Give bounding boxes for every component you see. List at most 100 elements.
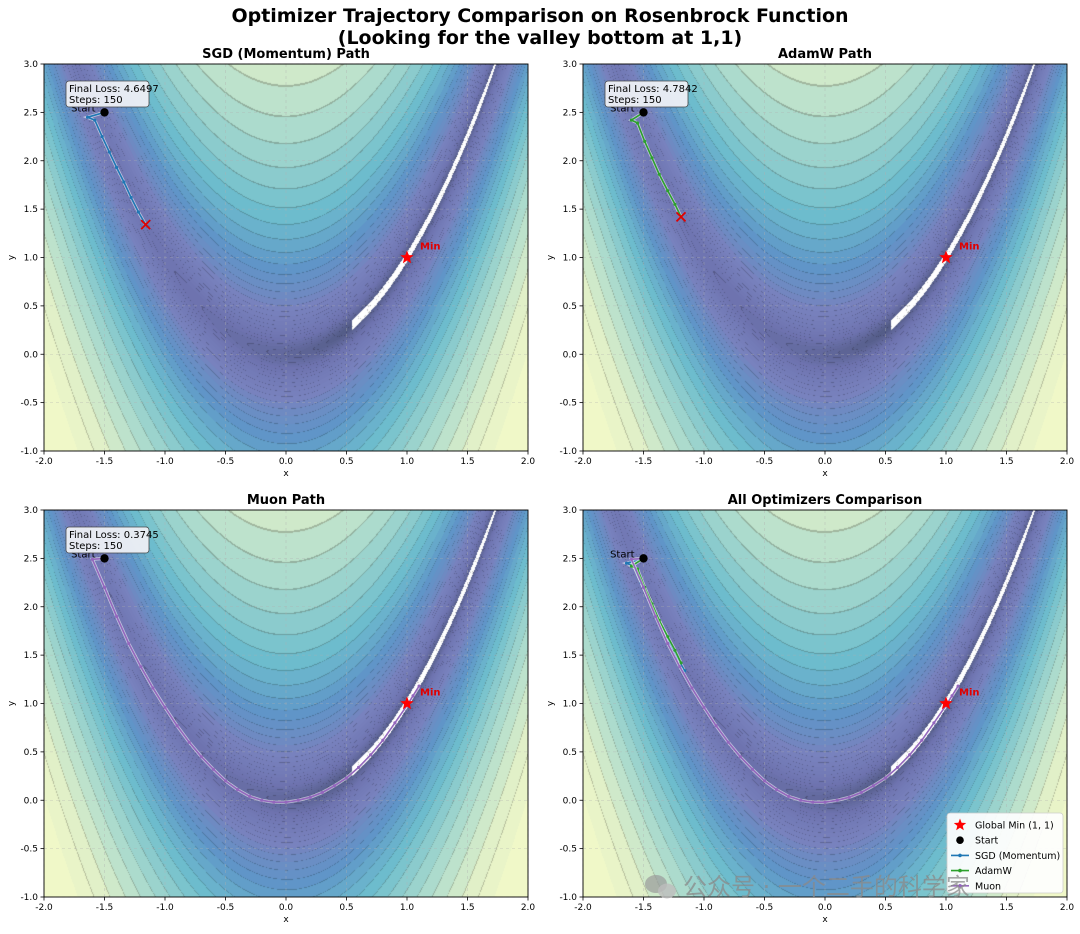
- y-tick-label: -1.0: [559, 893, 577, 903]
- y-tick-label: 2.5: [24, 108, 38, 118]
- x-tick-label: -1.5: [635, 457, 653, 467]
- y-tick-label: 0.5: [563, 748, 577, 758]
- legend-entry: Global Min (1, 1): [975, 821, 1054, 832]
- trajectory-point-muon: [320, 790, 324, 795]
- trajectory-point-muon: [714, 724, 718, 728]
- x-axis-label: x: [822, 915, 828, 925]
- watermark-text: 公众号 · 一个二手的科学家: [683, 873, 970, 901]
- trajectory-point-adamw: [635, 121, 640, 125]
- y-tick-label: 1.0: [563, 254, 578, 264]
- y-tick-label: 1.5: [24, 205, 38, 215]
- trajectory-point-sgd: [122, 180, 126, 184]
- trajectory-point-muon: [272, 800, 276, 804]
- start-label: Start: [610, 549, 635, 560]
- trajectory-point-muon: [260, 798, 264, 802]
- x-tick-label: 0.5: [339, 903, 353, 913]
- y-tick-label: 1.5: [563, 205, 577, 215]
- trajectory-point-muon: [666, 641, 670, 646]
- trajectory-point-adamw: [657, 172, 661, 176]
- min-label: Min: [959, 688, 980, 699]
- y-axis-label: y: [7, 700, 17, 706]
- legend-line-icon-dot: [958, 868, 962, 873]
- x-tick-label: 1.5: [460, 903, 474, 913]
- start-marker: [100, 108, 109, 117]
- start-label: Start: [71, 549, 96, 560]
- legend-entry: AdamW: [975, 866, 1012, 877]
- trajectory-point-muon: [859, 790, 863, 795]
- trajectory-point-sgd: [100, 134, 104, 139]
- trajectory-point-muon: [151, 686, 155, 690]
- legend-dot-icon: [956, 836, 964, 844]
- legend-star-icon: [953, 818, 967, 831]
- x-tick-label: -0.5: [217, 903, 235, 913]
- y-tick-label: 1.5: [563, 651, 577, 661]
- steps-text: Steps: 150: [608, 95, 662, 106]
- y-tick-label: 0.0: [563, 796, 578, 806]
- trajectory-point-muon: [908, 753, 912, 757]
- x-tick-label: 2.0: [521, 457, 536, 467]
- trajectory-point-muon: [284, 800, 288, 804]
- y-tick-label: 3.0: [563, 60, 578, 70]
- trajectory-point-muon: [332, 784, 336, 788]
- panel-4: -2.0 -1.5 -1.0 -0.5 0.0 0.5 1.0 1.5 2.0 -1.0 -0.5 0…: [546, 493, 1074, 925]
- y-tick-label: -1.0: [559, 447, 577, 457]
- trajectory-point-sgd: [115, 165, 119, 170]
- x-tick-label: 1.5: [999, 903, 1013, 913]
- trajectory-point-muon: [417, 684, 421, 688]
- trajectory-point-muon: [690, 686, 694, 690]
- trajectory-point-muon: [236, 788, 240, 792]
- trajectory-point-muon: [847, 795, 851, 799]
- legend-entry: Muon: [975, 881, 1001, 892]
- x-tick-label: -2.0: [35, 457, 53, 467]
- trajectory-point-muon: [654, 614, 658, 619]
- trajectory-point-sgd: [93, 118, 97, 122]
- min-label: Min: [420, 242, 441, 253]
- y-axis-label: y: [7, 254, 17, 260]
- y-tick-label: -0.5: [559, 399, 577, 409]
- trajectory-point-muon: [702, 705, 706, 709]
- trajectory-point-muon: [738, 755, 742, 759]
- y-tick-label: 2.0: [24, 157, 39, 167]
- x-tick-label: -1.5: [635, 903, 653, 913]
- trajectory-muon: [91, 557, 420, 803]
- y-tick-label: -1.0: [20, 447, 38, 457]
- global-min-star: [400, 250, 414, 264]
- trajectories: [628, 110, 687, 223]
- trajectory-point-muon: [823, 800, 827, 804]
- trajectory-point-adamw: [673, 202, 677, 206]
- global-min-star: [400, 696, 414, 710]
- trajectory-point-muon: [139, 665, 143, 669]
- legend-line-icon-dot: [958, 884, 962, 888]
- trajectory-point-muon: [115, 614, 119, 619]
- start-label: Start: [71, 103, 96, 114]
- trajectory-point-muon: [787, 794, 791, 798]
- panel-title: AdamW Path: [778, 47, 872, 62]
- x-tick-label: -1.0: [695, 903, 713, 913]
- y-tick-label: 0.5: [24, 748, 38, 758]
- x-tick-label: -0.5: [756, 457, 774, 467]
- panel-3: -2.0 -1.5 -1.0 -0.5 0.0 0.5 1.0 1.5 2.0 -1.0 -0.5 0…: [7, 493, 535, 925]
- x-tick-label: 1.0: [400, 457, 415, 467]
- x-tick-label: -1.0: [156, 457, 174, 467]
- x-tick-label: -1.0: [695, 457, 713, 467]
- trajectory-point-muon: [393, 721, 397, 725]
- trajectory-point-adamw: [643, 139, 647, 143]
- trajectory-point-muon: [932, 721, 936, 725]
- trajectory-point-muon: [799, 798, 803, 802]
- legend-line-icon-dot: [958, 853, 962, 858]
- trajectories: [621, 556, 960, 804]
- trajectory-point-muon: [956, 684, 960, 688]
- panel-title: All Optimizers Comparison: [728, 493, 922, 508]
- trajectory-point-muon: [90, 557, 94, 561]
- trajectory-point-muon: [381, 738, 385, 742]
- steps-text: Steps: 150: [69, 95, 123, 106]
- panel-title: Muon Path: [247, 493, 325, 508]
- trajectory-point-adamw: [673, 648, 677, 652]
- trajectory-point-muon: [163, 705, 167, 709]
- start-marker: [100, 554, 109, 563]
- x-tick-label: 2.0: [1060, 903, 1075, 913]
- x-tick-label: -1.0: [156, 903, 174, 913]
- end-marker-adamw: [675, 211, 687, 223]
